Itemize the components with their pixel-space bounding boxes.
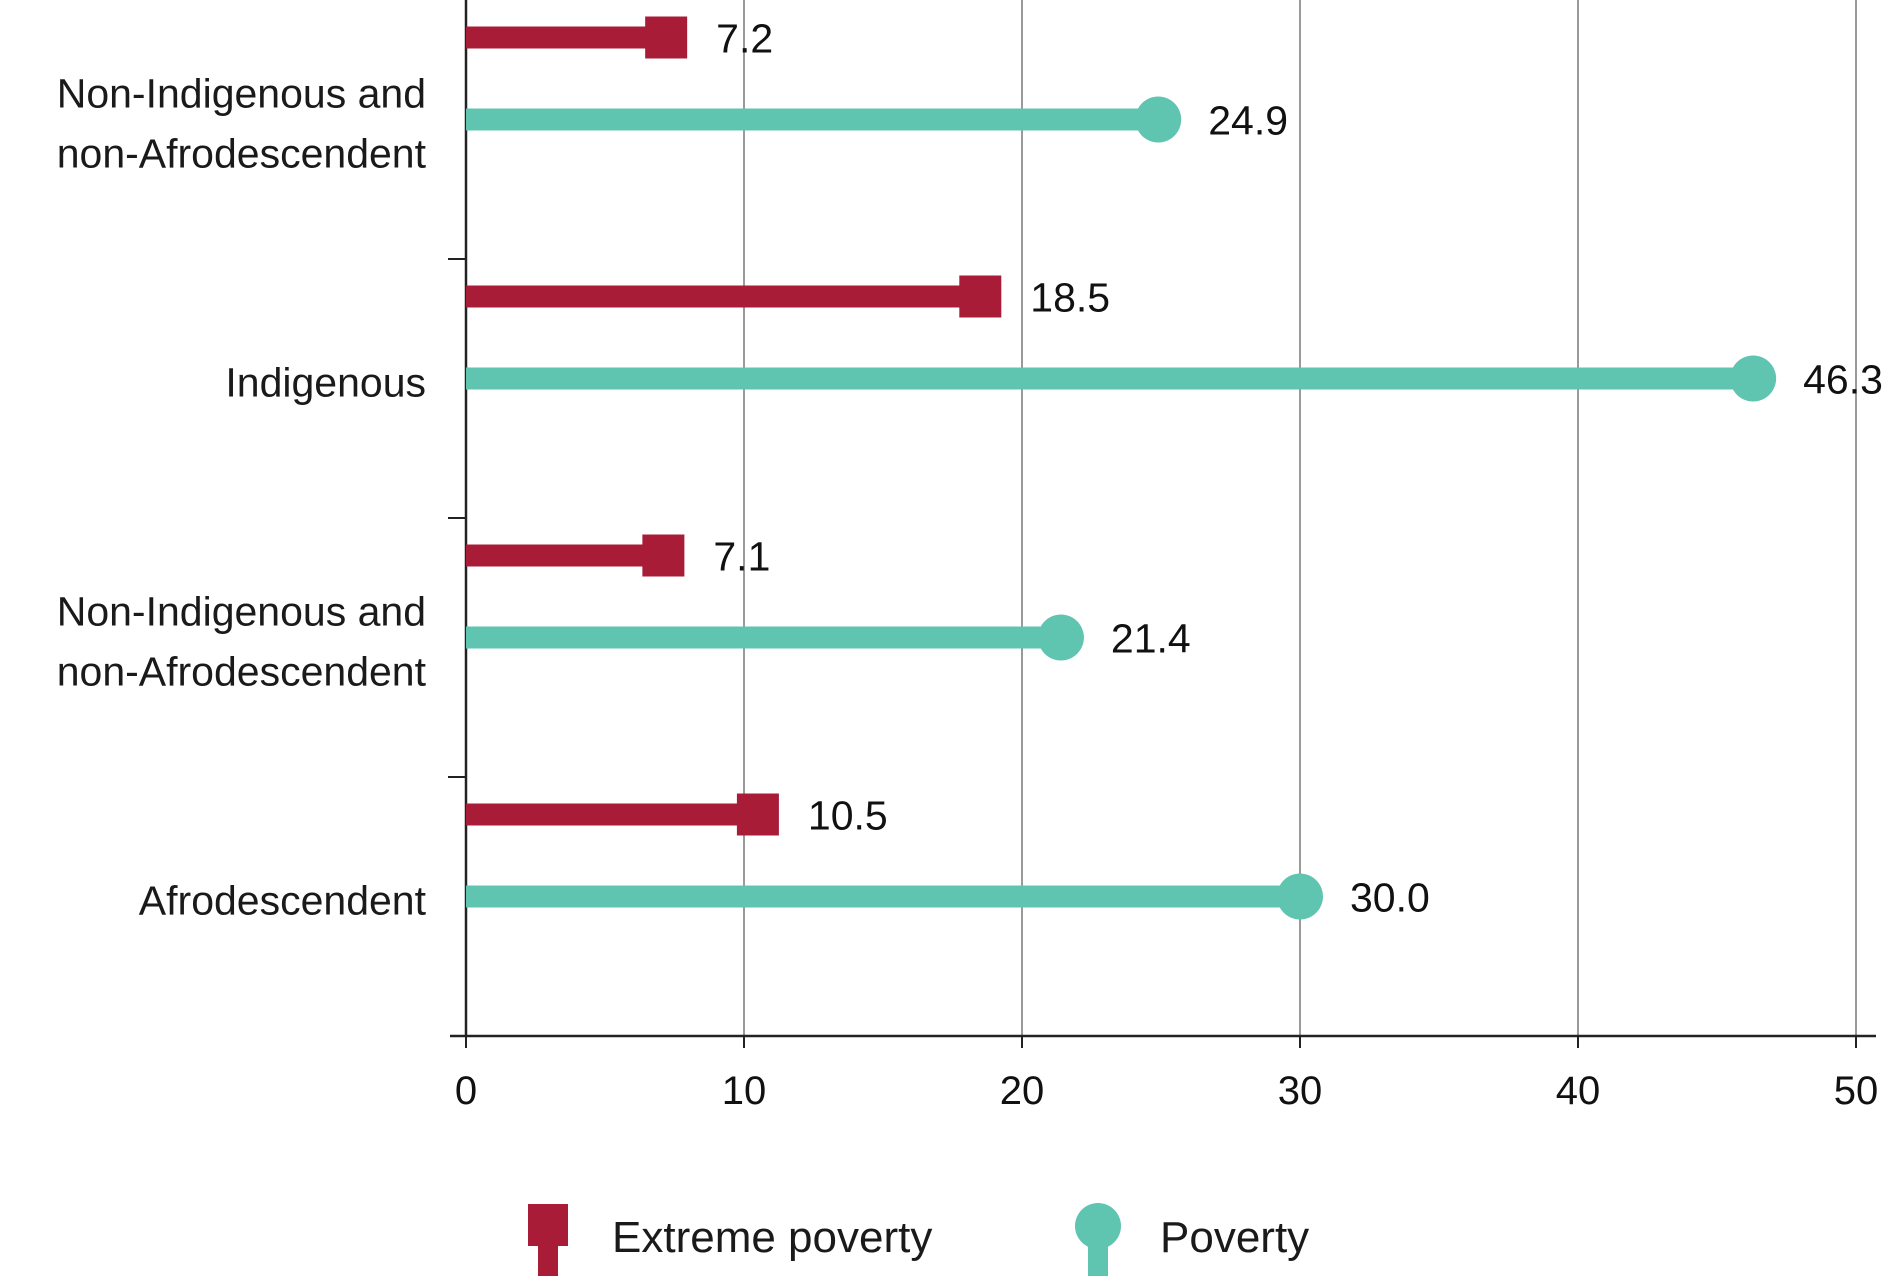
- extreme-poverty-marker-0: [645, 16, 688, 59]
- legend-extreme-poverty-icon-stem: [538, 1240, 558, 1276]
- value-labels: 7.2 18.5 7.1 10.5 24.9 46.3 21.4 30.0: [713, 16, 1882, 921]
- poverty-marker-1: [1730, 355, 1777, 402]
- extreme-poverty-marker-2: [642, 534, 685, 577]
- poverty-value-label-2: 21.4: [1111, 616, 1191, 662]
- data-marks: [466, 16, 1777, 920]
- x-tick-label-40: 40: [1556, 1069, 1601, 1113]
- extreme-poverty-marker-3: [736, 793, 779, 836]
- x-tick-label-50: 50: [1834, 1069, 1879, 1113]
- category-label-2-line-0: Non-Indigenous and: [57, 589, 426, 635]
- extreme-poverty-bar-1: [466, 285, 981, 308]
- grid-lines: [743, 0, 1857, 1036]
- category-label-0-line-0: Non-Indigenous and: [57, 71, 426, 117]
- poverty-bar-0: [466, 108, 1159, 131]
- x-tick-label-20: 20: [1000, 1069, 1045, 1113]
- x-tick-label-30: 30: [1278, 1069, 1323, 1113]
- extreme-poverty-value-label-3: 10.5: [808, 793, 888, 839]
- poverty-bar-3: [466, 885, 1300, 908]
- poverty-value-label-1: 46.3: [1803, 357, 1882, 403]
- poverty-bar-2: [466, 626, 1061, 649]
- poverty-value-label-0: 24.9: [1208, 98, 1288, 144]
- legend: Extreme poverty Poverty: [528, 1203, 1309, 1276]
- legend-poverty-icon-stem: [1088, 1240, 1108, 1276]
- poverty-value-label-3: 30.0: [1350, 875, 1430, 921]
- legend-poverty-icon-head: [1075, 1203, 1121, 1249]
- extreme-poverty-marker-1: [959, 275, 1002, 318]
- extreme-poverty-bar-3: [466, 803, 758, 826]
- legend-label-poverty: Poverty: [1160, 1213, 1309, 1262]
- x-tick-label-0: 0: [455, 1069, 477, 1113]
- category-label-3-line-0: Afrodescendent: [139, 878, 427, 924]
- category-label-1-line-0: Indigenous: [225, 360, 426, 406]
- legend-extreme-poverty-icon-head: [528, 1204, 568, 1246]
- extreme-poverty-value-label-1: 18.5: [1030, 275, 1110, 321]
- poverty-marker-2: [1037, 614, 1084, 661]
- x-tick-label-10: 10: [722, 1069, 767, 1113]
- poverty-marker-0: [1135, 96, 1182, 143]
- extreme-poverty-value-label-0: 7.2: [716, 16, 773, 62]
- category-labels: Non-Indigenous and non-Afrodescendent Indi…: [57, 71, 427, 924]
- extreme-poverty-value-label-2: 7.1: [713, 534, 770, 580]
- poverty-marker-3: [1277, 873, 1323, 920]
- extreme-poverty-bar-2: [466, 544, 664, 567]
- legend-label-extreme-poverty: Extreme poverty: [612, 1213, 932, 1262]
- extreme-poverty-bar-0: [466, 26, 667, 49]
- category-label-0-line-1: non-Afrodescendent: [57, 131, 427, 177]
- category-label-2-line-1: non-Afrodescendent: [57, 649, 427, 695]
- axes: 0 10 20 30 40 50: [448, 0, 1878, 1113]
- poverty-bar-1: [466, 367, 1754, 390]
